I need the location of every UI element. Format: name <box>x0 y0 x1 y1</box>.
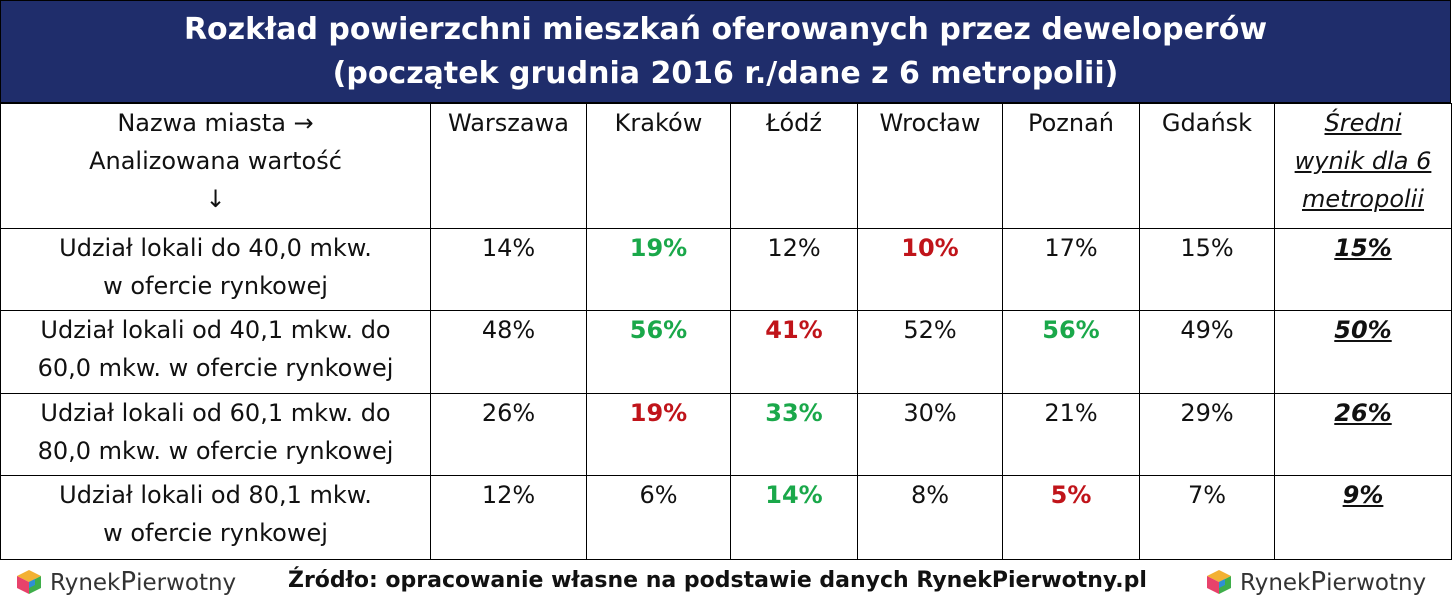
value-cell: 14% <box>430 228 587 311</box>
value-cell: 26% <box>430 393 587 476</box>
logo-right-p: P <box>1310 567 1327 597</box>
value-cell: 52% <box>857 310 1003 394</box>
footer: RynekPierwotny Źródło: opracowanie własn… <box>0 560 1453 604</box>
value-cell: 56% <box>586 310 731 394</box>
table-row: Udział lokali do 40,0 mkw. w ofercie ryn… <box>0 228 1452 311</box>
value-cell: 19% <box>586 228 731 311</box>
cube-logo-icon <box>1207 570 1231 594</box>
value-cell: 33% <box>730 393 858 476</box>
logo-right-part1: Rynek <box>1240 570 1311 596</box>
logo-left-text: RynekPierwotny <box>50 567 236 597</box>
value-cell: 12% <box>730 228 858 311</box>
title-line-2: (początek grudnia 2016 r./dane z 6 metro… <box>332 56 1119 91</box>
row-label-line-2: w ofercie rynkowej <box>103 519 328 547</box>
row-label-line-2: w ofercie rynkowej <box>103 272 328 300</box>
logo-right-part2: ierwotny <box>1326 570 1427 596</box>
title-banner: Rozkład powierzchni mieszkań oferowanych… <box>0 0 1451 103</box>
logo-left: RynekPierwotny <box>16 566 236 598</box>
row-label: Udział lokali od 40,1 mkw. do 60,0 mkw. … <box>0 310 431 394</box>
header-label-line-2: Analizowana wartość <box>89 147 342 175</box>
source-note: Źródło: opracowanie własne na podstawie … <box>288 568 1147 593</box>
value-cell: 14% <box>730 475 858 560</box>
header-city-poznan: Poznań <box>1002 103 1140 229</box>
header-label-cell: Nazwa miasta → Analizowana wartość ↓ <box>0 103 431 229</box>
value-cell: 21% <box>1002 393 1140 476</box>
row-label-line-1: Udział lokali od 60,1 mkw. do <box>40 399 391 427</box>
row-label-line-1: Udział lokali do 40,0 mkw. <box>59 234 372 262</box>
table-row: Udział lokali od 40,1 mkw. do 60,0 mkw. … <box>0 310 1452 394</box>
table-row: Udział lokali od 80,1 mkw. w ofercie ryn… <box>0 475 1452 560</box>
value-cell: 12% <box>430 475 587 560</box>
data-table: Nazwa miasta → Analizowana wartość ↓ War… <box>0 103 1452 560</box>
value-cell: 41% <box>730 310 858 394</box>
average-cell: 9% <box>1274 475 1452 560</box>
row-label-line-1: Udział lokali od 80,1 mkw. <box>59 481 372 509</box>
value-cell: 10% <box>857 228 1003 311</box>
header-city-wroclaw: Wrocław <box>857 103 1003 229</box>
table-row: Udział lokali od 60,1 mkw. do 80,0 mkw. … <box>0 393 1452 476</box>
header-average: Średni wynik dla 6 metropolii <box>1274 103 1452 229</box>
average-cell: 50% <box>1274 310 1452 394</box>
row-label: Udział lokali od 60,1 mkw. do 80,0 mkw. … <box>0 393 431 476</box>
row-label: Udział lokali do 40,0 mkw. w ofercie ryn… <box>0 228 431 311</box>
header-average-line-3: metropolii <box>1301 185 1425 213</box>
header-average-line-2: wynik dla 6 <box>1294 147 1432 175</box>
logo-right-text: RynekPierwotny <box>1240 567 1426 597</box>
value-cell: 19% <box>586 393 731 476</box>
logo-left-part2: ierwotny <box>136 570 237 596</box>
value-cell: 56% <box>1002 310 1140 394</box>
value-cell: 30% <box>857 393 1003 476</box>
header-city-krakow: Kraków <box>586 103 731 229</box>
row-label-line-2: 60,0 mkw. w ofercie rynkowej <box>37 354 394 382</box>
header-city-warszawa: Warszawa <box>430 103 587 229</box>
cube-logo-icon <box>17 570 41 594</box>
arrow-down-icon: ↓ <box>205 185 226 213</box>
value-cell: 7% <box>1139 475 1275 560</box>
header-average-line-1: Średni <box>1324 109 1402 137</box>
title-line-1: Rozkład powierzchni mieszkań oferowanych… <box>183 12 1268 47</box>
value-cell: 48% <box>430 310 587 394</box>
header-row: Nazwa miasta → Analizowana wartość ↓ War… <box>0 103 1452 229</box>
average-cell: 15% <box>1274 228 1452 311</box>
row-label-line-2: 80,0 mkw. w ofercie rynkowej <box>37 437 394 465</box>
row-label-line-1: Udział lokali od 40,1 mkw. do <box>40 316 391 344</box>
header-label-line-1: Nazwa miasta → <box>117 109 314 137</box>
value-cell: 5% <box>1002 475 1140 560</box>
row-label: Udział lokali od 80,1 mkw. w ofercie ryn… <box>0 475 431 560</box>
header-city-gdansk: Gdańsk <box>1139 103 1275 229</box>
value-cell: 17% <box>1002 228 1140 311</box>
header-city-lodz: Łódź <box>730 103 858 229</box>
value-cell: 6% <box>586 475 731 560</box>
logo-left-part1: Rynek <box>50 570 121 596</box>
value-cell: 8% <box>857 475 1003 560</box>
value-cell: 29% <box>1139 393 1275 476</box>
value-cell: 49% <box>1139 310 1275 394</box>
logo-right: RynekPierwotny <box>1206 566 1426 598</box>
logo-left-p: P <box>120 567 137 597</box>
average-cell: 26% <box>1274 393 1452 476</box>
value-cell: 15% <box>1139 228 1275 311</box>
